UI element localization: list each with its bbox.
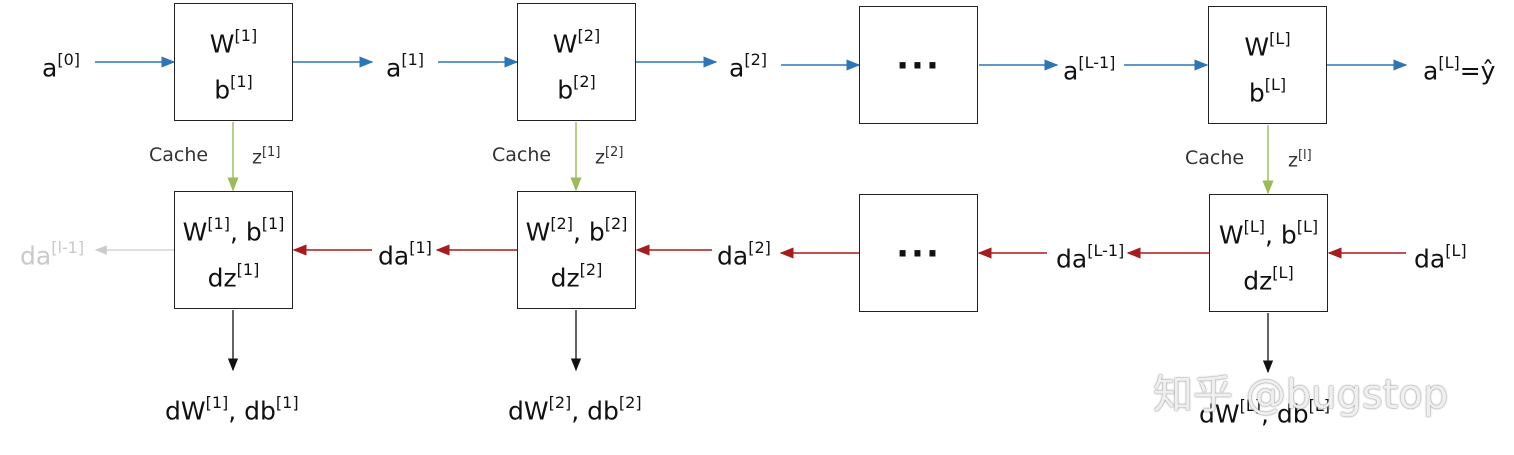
- cache-label-1: Cache: [149, 144, 209, 166]
- backward-layer-2-box: W[2], b[2] dz[2]: [517, 191, 636, 309]
- w-label: W: [209, 29, 235, 59]
- activation-a0: a[0]: [42, 50, 80, 83]
- cache-label-3: Cache: [1185, 147, 1245, 169]
- forward-layer-1-box: W[1] b[1]: [174, 3, 293, 121]
- b-label: b: [214, 75, 231, 105]
- gradient-daL: da[L]: [1414, 241, 1467, 274]
- w-label: W: [1244, 32, 1270, 62]
- b-superscript: [1]: [230, 72, 253, 91]
- ellipsis: ···: [896, 234, 941, 274]
- w-superscript: [2]: [577, 26, 601, 45]
- output-grad-2: dW[2], db[2]: [508, 393, 642, 426]
- forward-ellipsis-box: ···: [859, 6, 978, 124]
- b-superscript: [L]: [1264, 75, 1287, 94]
- gradient-da-l-1-faded: da[l-1]: [20, 238, 85, 271]
- backward-ellipsis-box: ···: [859, 194, 978, 312]
- forward-layer-2-box: W[2] b[2]: [517, 3, 636, 121]
- gradient-da2: da[2]: [717, 238, 771, 271]
- forward-layer-L-box: W[L] b[L]: [1208, 6, 1327, 124]
- b-superscript: [2]: [573, 72, 596, 91]
- activation-aL-1: a[L-1]: [1063, 53, 1116, 86]
- w-superscript: [1]: [234, 26, 258, 45]
- cache-z-1: z[1]: [252, 145, 281, 169]
- b-label: b: [557, 75, 574, 105]
- output-grad-L: dW[L], db[L]: [1199, 396, 1331, 429]
- w-superscript: [L]: [1269, 29, 1291, 48]
- activation-aL-yhat: a[L]=ŷ: [1423, 53, 1496, 86]
- gradient-da1: da[1]: [378, 238, 432, 271]
- ellipsis: ···: [896, 46, 941, 86]
- watermark: 知乎 @bugstop: [1153, 372, 1449, 418]
- activation-a2: a[2]: [729, 50, 767, 83]
- activation-a1: a[1]: [386, 50, 424, 83]
- gradient-daL-1: da[L-1]: [1056, 241, 1125, 274]
- w-label: W: [552, 29, 578, 59]
- cache-label-2: Cache: [492, 144, 552, 166]
- cache-z-3: z[l]: [1288, 148, 1312, 172]
- b-label: b: [1248, 78, 1265, 108]
- backward-layer-1-box: W[1], b[1] dz[1]: [174, 191, 293, 309]
- backward-layer-L-box: W[L], b[L] dz[L]: [1209, 194, 1328, 312]
- output-grad-1: dW[1], db[1]: [165, 393, 299, 426]
- cache-z-2: z[2]: [595, 145, 624, 169]
